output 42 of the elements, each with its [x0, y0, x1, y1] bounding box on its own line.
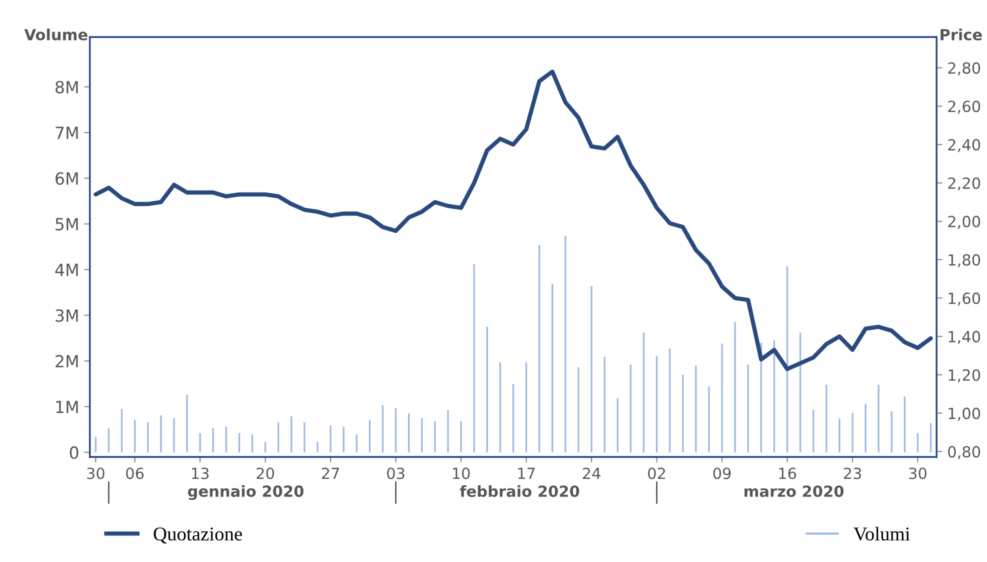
y-tick-label: 6M — [56, 172, 78, 185]
legend-label: Quotazione — [154, 527, 242, 544]
x-tick-label: 09 — [713, 468, 731, 480]
x-tick-label: 20 — [256, 468, 274, 480]
x-tick-label: 06 — [126, 468, 144, 480]
y2-tick-label: 2,60 — [948, 100, 980, 114]
y-tick-label: 4M — [55, 264, 78, 276]
y2-axis-title: Price — [940, 28, 982, 40]
text: febbraio 2020 — [460, 485, 580, 498]
y2-tick-label: 2,20 — [948, 177, 980, 190]
y2-tick-label: 2,00 — [948, 216, 980, 229]
y-tick-label: 3M — [56, 309, 78, 322]
x-tick-label: 16 — [779, 468, 796, 480]
x-tick-label: 17 — [518, 468, 535, 479]
y2-tick-label: 0,80 — [948, 446, 980, 460]
y2-tick-label: 2,40 — [948, 139, 980, 152]
text: marzo 2020 — [744, 485, 844, 498]
x-tick-label: 02 — [648, 468, 665, 480]
y2-tick-label: 1,60 — [948, 292, 980, 306]
y-tick-label: 8M — [56, 80, 78, 94]
y-tick-label: 0 — [70, 446, 78, 459]
x-tick-label: 30 — [909, 468, 926, 480]
x-tick-label: 30 — [87, 468, 104, 480]
x-tick-label: 10 — [453, 468, 470, 480]
x-tick-label: 23 — [844, 468, 861, 480]
y2-tick-label: 1,40 — [948, 330, 980, 344]
text: gennaio 2020 — [188, 485, 304, 500]
line-series — [94, 70, 933, 372]
y-tick-label: 7M — [56, 126, 78, 139]
y2-tick-label: 1,00 — [948, 408, 980, 421]
y-axis-title: Volume — [24, 28, 88, 40]
y-tick-label: 2M — [56, 354, 78, 368]
x-tick-label: 27 — [322, 468, 339, 479]
y2-tick-label: 2,80 — [948, 62, 980, 76]
y2-tick-label: 1,20 — [948, 369, 980, 382]
legend-label: Volumi — [854, 526, 910, 541]
y-tick-label: 1M — [56, 400, 78, 413]
y2-tick-label: 1,80 — [948, 254, 980, 268]
x-tick-label: 24 — [582, 468, 600, 479]
x-tick-label: 13 — [192, 468, 209, 480]
x-tick-label: 03 — [387, 468, 404, 480]
y-tick-label: 5M — [56, 218, 78, 230]
